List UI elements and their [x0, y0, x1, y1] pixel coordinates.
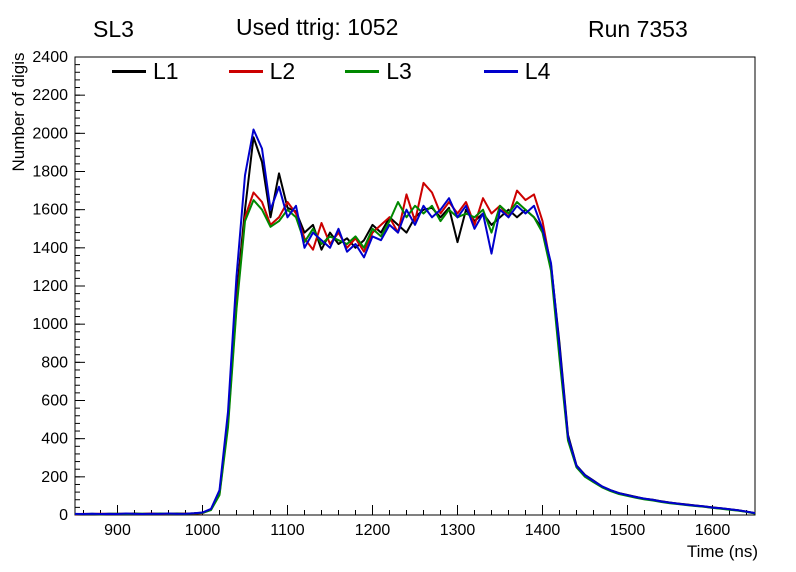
y-tick-label: 1200: [32, 278, 68, 295]
y-tick-label: 2000: [32, 125, 68, 142]
l4-line-swatch: [483, 69, 518, 73]
legend: L1 L2 L3 L4: [112, 56, 550, 86]
x-tick-label: 1500: [610, 522, 646, 539]
y-tick-label: 200: [41, 469, 68, 486]
legend-label-l2: L2: [269, 57, 296, 84]
y-axis-title: Number of digis: [9, 52, 28, 171]
series-line-l3: [75, 199, 756, 516]
x-tick-label: 1100: [270, 522, 305, 539]
l2-line-swatch: [228, 69, 263, 73]
y-tick-label: 1000: [32, 316, 68, 333]
y-tick-label: 600: [41, 393, 68, 410]
series-line-l2: [74, 181, 756, 516]
plot-title: Used ttrig: 1052: [236, 14, 399, 40]
superlayer-label: SL3: [93, 16, 134, 42]
legend-item-l1: L1: [112, 58, 179, 85]
y-tick-label: 400: [41, 431, 68, 448]
x-tick-label: 1300: [440, 522, 476, 539]
run-number-label: Run 7353: [588, 16, 688, 42]
x-tick-label: 900: [104, 522, 131, 539]
y-tick-label: 2400: [32, 49, 68, 66]
y-tick-label: 2200: [32, 87, 68, 104]
y-tick-label: 1400: [32, 240, 68, 257]
y-tick-label: 1600: [32, 202, 68, 219]
series-line-l4: [74, 128, 756, 515]
legend-item-l3: L3: [345, 58, 412, 85]
legend-item-l4: L4: [483, 57, 551, 85]
x-tick-label: 1600: [695, 522, 731, 539]
y-tick-label: 800: [41, 354, 68, 371]
y-tick-label: 1800: [32, 164, 68, 181]
legend-label-l3: L3: [386, 57, 412, 84]
x-tick-label: 1000: [185, 522, 221, 539]
y-tick-label: 0: [59, 507, 68, 524]
legend-item-l2: L2: [228, 57, 296, 85]
legend-label-l1: L1: [153, 57, 179, 84]
l3-line-swatch: [345, 69, 380, 73]
series-line-l1: [74, 136, 756, 516]
legend-label-l4: L4: [524, 57, 551, 84]
x-tick-label: 1400: [525, 522, 561, 539]
plot-frame: [74, 56, 756, 516]
l1-line-swatch: [112, 69, 146, 73]
x-tick-label: 1200: [355, 522, 391, 539]
x-axis-title: Time (ns): [687, 542, 758, 561]
